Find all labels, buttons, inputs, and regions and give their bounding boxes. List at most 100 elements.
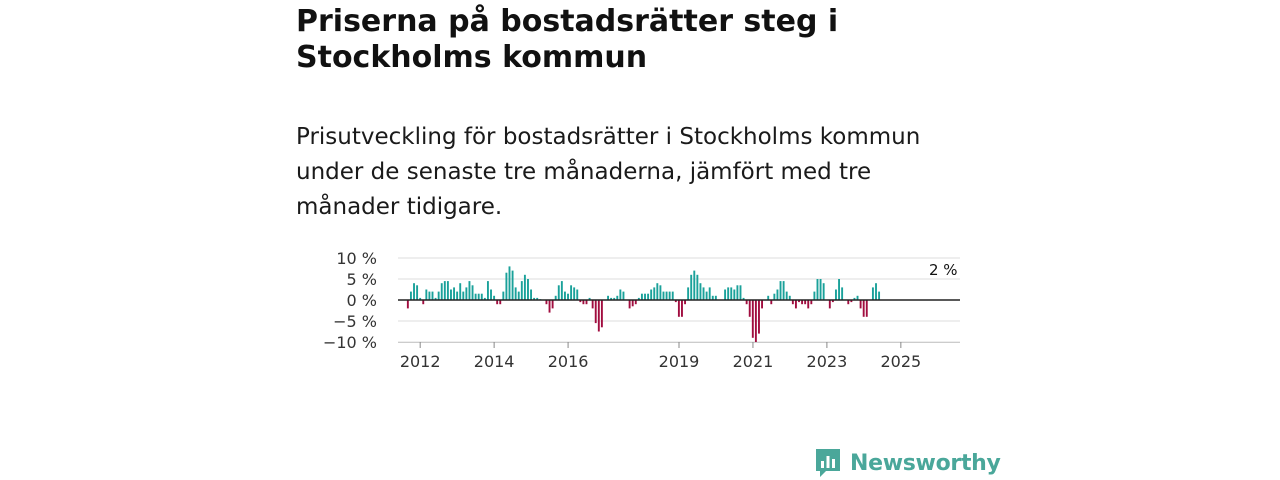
x-tick-label: 2025 — [880, 352, 921, 371]
bar — [733, 289, 736, 300]
bar — [776, 289, 779, 300]
bar — [462, 291, 465, 300]
bar — [597, 300, 600, 332]
bar — [711, 295, 714, 300]
bar — [619, 289, 622, 300]
bar — [425, 289, 428, 300]
bar — [754, 300, 757, 342]
chart-subtitle: Prisutveckling för bostadsrätter i Stock… — [296, 124, 921, 220]
chart-title: Priserna på bostadsrätter steg i Stockho… — [296, 4, 839, 75]
bar — [594, 300, 597, 324]
y-axis-labels: 10 % 5 % 0 % −5 % −10 % — [323, 249, 377, 352]
bar — [616, 295, 619, 300]
bar — [677, 300, 680, 317]
bar — [828, 300, 831, 309]
bar — [656, 283, 659, 300]
bar — [671, 291, 674, 300]
bar — [681, 300, 683, 317]
bar — [576, 289, 579, 300]
bar — [511, 270, 514, 300]
bar — [406, 300, 409, 309]
bar — [644, 293, 646, 300]
bar — [440, 283, 443, 300]
bar — [745, 300, 748, 305]
bar — [850, 300, 853, 303]
bar — [856, 295, 859, 300]
bar — [548, 300, 551, 313]
bar — [773, 293, 776, 300]
bar — [838, 279, 840, 300]
bar — [477, 293, 480, 300]
bar — [687, 287, 690, 300]
bar — [502, 291, 505, 300]
bar — [613, 297, 616, 300]
bar — [736, 285, 739, 300]
bar — [530, 289, 533, 300]
bar — [862, 300, 865, 317]
bar — [791, 300, 794, 305]
bar — [767, 295, 770, 300]
x-tick-label: 2019 — [659, 352, 700, 371]
bar — [505, 272, 508, 300]
bar — [859, 300, 862, 309]
bar — [582, 300, 585, 305]
bar — [662, 291, 665, 300]
bar — [699, 283, 702, 300]
bar — [428, 291, 431, 300]
bar — [471, 285, 474, 300]
bar — [600, 300, 603, 328]
bar — [810, 300, 813, 305]
bar — [813, 291, 816, 300]
bar — [650, 289, 653, 300]
bar — [714, 295, 717, 300]
bar — [610, 297, 613, 300]
bar — [637, 297, 640, 300]
bar — [446, 281, 449, 300]
bar — [557, 285, 560, 300]
bar — [607, 295, 610, 300]
bar — [748, 300, 751, 317]
bar — [443, 281, 446, 300]
bar — [782, 281, 785, 300]
bar — [798, 300, 800, 303]
bar — [640, 293, 643, 300]
y-tick-label: 0 % — [347, 291, 377, 310]
bar — [573, 287, 576, 300]
bar — [517, 291, 520, 300]
bar — [431, 291, 434, 300]
bar — [422, 300, 425, 305]
bar — [533, 297, 536, 300]
bar — [835, 289, 837, 300]
x-tick-label: 2016 — [548, 352, 589, 371]
bar — [450, 289, 452, 300]
bar-chart: 10 % 5 % 0 % −5 % −10 % 2012 2014 2016 2019 2021… — [323, 249, 960, 371]
bar — [831, 300, 834, 303]
bar — [554, 295, 557, 300]
bar — [585, 300, 588, 305]
bar — [696, 274, 699, 300]
bar — [483, 297, 486, 300]
brand[interactable]: Newsworthy — [814, 446, 1001, 480]
bar — [807, 300, 810, 309]
bar — [468, 281, 471, 300]
bar — [727, 287, 730, 300]
bar — [520, 281, 523, 300]
bar — [739, 285, 742, 300]
bar — [742, 297, 745, 300]
bar — [523, 274, 526, 300]
bar — [551, 300, 554, 309]
bar — [684, 300, 686, 305]
bar — [708, 287, 711, 300]
bar — [816, 279, 819, 300]
bar — [841, 287, 844, 300]
bar — [819, 279, 822, 300]
bar — [724, 289, 727, 300]
bar — [567, 293, 569, 300]
bar — [659, 285, 662, 300]
bar — [853, 297, 856, 300]
x-axis: 2012 2014 2016 2019 2021 2023 2025 — [398, 342, 960, 371]
bar — [761, 300, 763, 309]
bar — [416, 285, 419, 300]
bar — [493, 295, 496, 300]
x-tick-label: 2012 — [400, 352, 441, 371]
